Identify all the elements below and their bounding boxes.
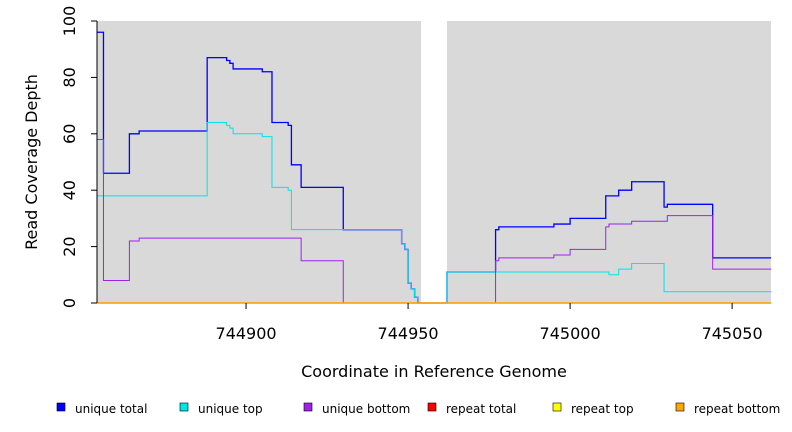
x-tick-label: 745050 [702, 324, 763, 343]
legend-label-repeat-total: repeat total [446, 402, 516, 416]
plot-background [97, 21, 771, 303]
axes-layer: 0 20 40 60 80 100 744900 744950 745000 745050 [60, 6, 763, 343]
legend-swatch-repeat-top [552, 402, 562, 412]
series-line-unique-top [97, 122, 771, 304]
y-axis-label: Read Coverage Depth [22, 74, 41, 250]
legend-label-unique-total: unique total [75, 402, 147, 416]
x-tick-label: 744900 [216, 324, 277, 343]
legend-label-unique-top: unique top [198, 402, 263, 416]
y-tick-label: 0 [60, 298, 79, 308]
y-tick-label: 40 [60, 180, 79, 200]
plot-panel-left [97, 21, 422, 303]
legend: unique total unique top unique bottom repea… [56, 402, 780, 416]
y-tick-label: 20 [60, 236, 79, 256]
legend-swatch-unique-total [56, 402, 66, 412]
y-tick-label: 60 [60, 124, 79, 144]
series-line-unique-bottom [97, 138, 771, 304]
plot-panel-right [446, 21, 771, 303]
series-layer [97, 31, 771, 304]
y-tick-label: 100 [60, 6, 79, 37]
y-tick-label: 80 [60, 67, 79, 87]
legend-swatch-repeat-bottom [675, 402, 685, 412]
legend-swatch-unique-bottom [303, 402, 313, 412]
legend-swatch-unique-top [179, 402, 189, 412]
x-axis-label: Coordinate in Reference Genome [301, 362, 567, 381]
legend-label-repeat-top: repeat top [571, 402, 634, 416]
x-tick-label: 745000 [540, 324, 601, 343]
legend-label-unique-bottom: unique bottom [322, 402, 410, 416]
legend-swatch-repeat-total [427, 402, 437, 412]
x-tick-label: 744950 [378, 324, 439, 343]
legend-label-repeat-bottom: repeat bottom [694, 402, 780, 416]
